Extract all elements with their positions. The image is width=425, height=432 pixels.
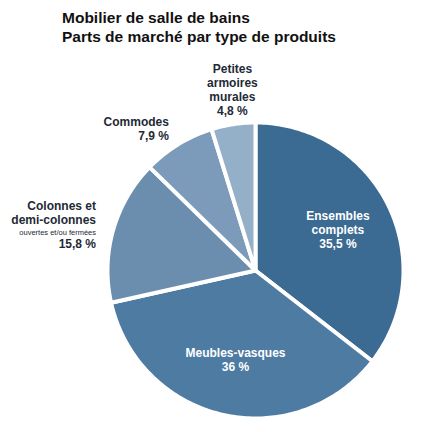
html-text:Parts de marché par type de pr: Parts de marché par type de produits: [62, 28, 336, 45]
svg-text:demi-colonnes: demi-colonnes: [11, 213, 96, 227]
svg-text:ouvertes et/ou fermées: ouvertes et/ou fermées: [19, 228, 96, 237]
svg-text:Colonnes et: Colonnes et: [27, 199, 96, 213]
svg-text:murales: murales: [209, 90, 255, 104]
svg-text:Petites: Petites: [213, 62, 253, 76]
svg-text:35,5 %: 35,5 %: [319, 237, 357, 251]
html-text:Mobilier de salle de bains: Mobilier de salle de bains: [62, 9, 250, 26]
svg-text:15,8 %: 15,8 %: [59, 237, 97, 251]
svg-text:Commodes: Commodes: [104, 115, 170, 129]
svg-text:Meubles-vasques: Meubles-vasques: [185, 346, 285, 360]
svg-text:7,9 %: 7,9 %: [138, 129, 169, 143]
svg-text:Ensembles: Ensembles: [306, 209, 370, 223]
svg-text:armoires: armoires: [207, 76, 258, 90]
svg-text:complets: complets: [312, 223, 365, 237]
svg-text:36 %: 36 %: [222, 360, 250, 374]
svg-text:4,8 %: 4,8 %: [217, 104, 248, 118]
